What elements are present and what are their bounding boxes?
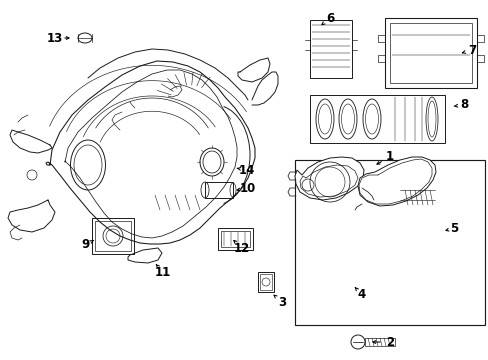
Bar <box>221 231 249 247</box>
Bar <box>309 20 351 78</box>
Text: 9: 9 <box>81 238 89 252</box>
Bar <box>260 274 271 290</box>
Bar <box>309 95 444 143</box>
Text: 8: 8 <box>459 99 467 112</box>
Bar <box>364 338 394 346</box>
Bar <box>204 182 232 198</box>
Text: 14: 14 <box>238 163 255 176</box>
Bar <box>294 160 484 325</box>
Text: 12: 12 <box>233 242 250 255</box>
Bar <box>92 218 134 254</box>
Text: 10: 10 <box>240 181 256 194</box>
Polygon shape <box>294 157 363 200</box>
Bar <box>258 272 273 292</box>
Text: 7: 7 <box>467 44 475 57</box>
Text: 1: 1 <box>385 150 393 163</box>
Polygon shape <box>357 157 435 206</box>
Text: 2: 2 <box>385 336 393 348</box>
Text: 11: 11 <box>155 266 171 279</box>
Bar <box>384 18 476 88</box>
Text: 6: 6 <box>325 12 333 24</box>
Bar <box>389 23 471 83</box>
Text: 5: 5 <box>449 221 457 234</box>
Text: 4: 4 <box>357 288 366 302</box>
Text: 3: 3 <box>277 296 285 309</box>
Bar <box>218 228 252 250</box>
Bar <box>95 221 131 251</box>
Text: 13: 13 <box>47 31 63 45</box>
